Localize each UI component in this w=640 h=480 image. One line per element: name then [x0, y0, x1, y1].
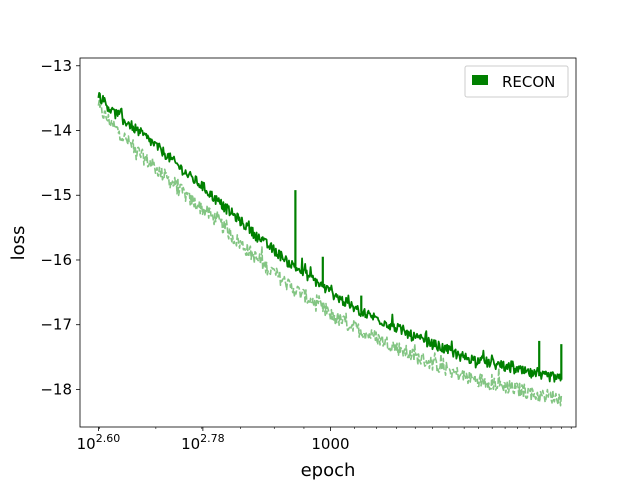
x-axis-label: epoch — [301, 460, 356, 480]
y-tick-label-4: −17 — [40, 316, 72, 334]
ticks-layer: 102.60 102.78 1000 −13 −14 −15 −16 −17 −18 — [40, 57, 572, 453]
legend-box — [464, 65, 569, 98]
legend-label: RECON — [502, 73, 555, 91]
series-layer — [97, 92, 563, 407]
y-tick-label-2: −15 — [40, 186, 72, 204]
plot-frame — [79, 57, 577, 428]
y-tick-label-1: −14 — [40, 122, 72, 140]
y-tick-label-5: −18 — [40, 380, 72, 398]
legend-swatch — [472, 75, 488, 85]
series-group — [97, 92, 563, 407]
x-tick-label-2: 1000 — [311, 435, 349, 453]
series-line-secondary — [97, 99, 563, 407]
series-line-recon — [97, 92, 563, 383]
y-tick-label-0: −13 — [40, 57, 72, 75]
x-tick-label-1: 102.78 — [181, 432, 225, 453]
y-axis-label: loss — [8, 226, 29, 261]
legend: RECON — [464, 65, 569, 98]
y-tick-label-3: −16 — [40, 251, 72, 269]
x-tick-label-0: 102.60 — [77, 432, 121, 453]
plot-area — [80, 58, 576, 427]
